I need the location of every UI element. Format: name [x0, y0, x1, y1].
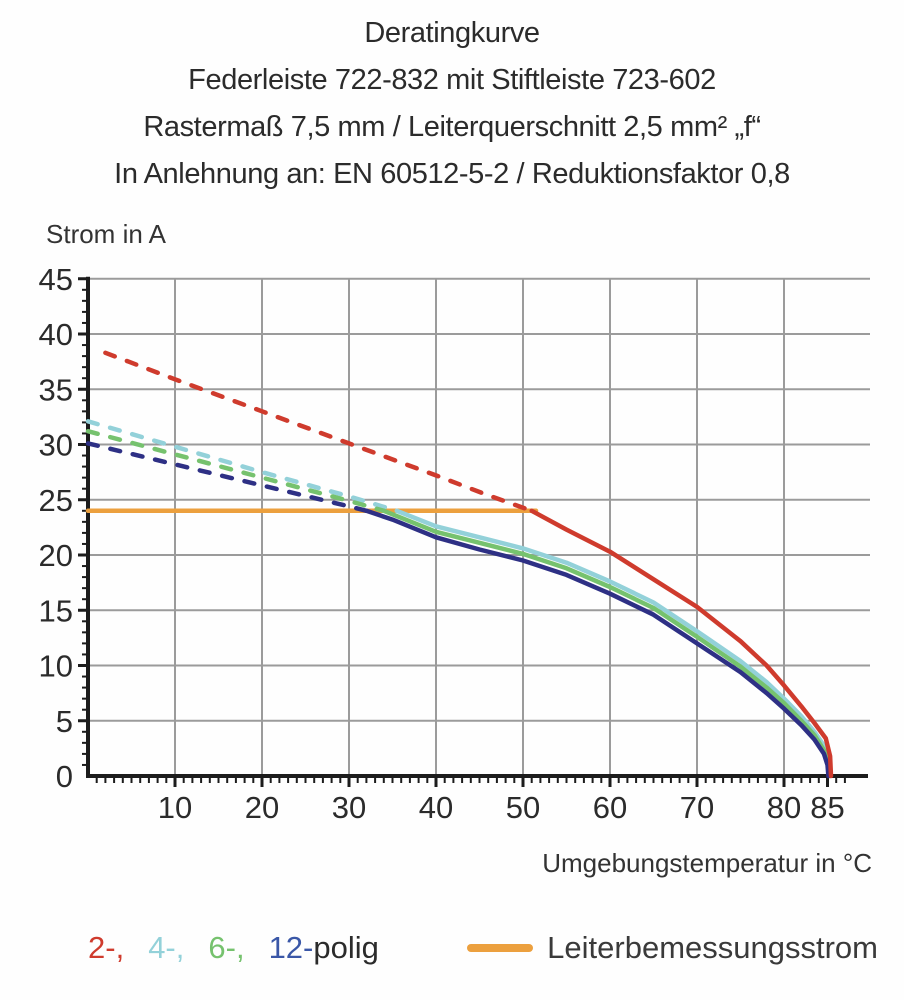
x-axis-label: Umgebungstemperatur in °C	[542, 848, 872, 878]
y-tick-label: 5	[56, 704, 73, 739]
x-tick-label: 60	[593, 790, 627, 825]
y-tick-label: 15	[39, 593, 73, 628]
x-tick-label: 70	[680, 790, 714, 825]
series-2-polig-dashed	[103, 350, 534, 514]
series-12-polig-solid	[364, 508, 831, 779]
chart-title-block: Deratingkurve Federleiste 722-832 mit St…	[0, 10, 904, 198]
chart-title-line-3: Rastermaß 7,5 mm / Leiterquerschnitt 2,5…	[143, 111, 761, 143]
y-tick-label: 35	[39, 372, 73, 407]
series-2-polig-solid	[529, 508, 834, 779]
legend-item-polig-suffix: polig	[313, 930, 379, 965]
y-axis-label: Strom in A	[46, 219, 166, 249]
x-tick-label: 50	[506, 790, 540, 825]
x-tick-label: 10	[158, 790, 192, 825]
chart-title-line-1: Deratingkurve	[364, 17, 540, 49]
chart-title-line-2: Federleiste 722-832 mit Stiftleiste 723-…	[188, 64, 716, 96]
legend-item-2pole: 2-,	[88, 930, 125, 965]
x-tick-label: 80	[767, 790, 801, 825]
legend-item-6pole: 6-,	[208, 930, 245, 965]
series-12-polig-dashed	[85, 441, 369, 514]
rated-current-label: Leiterbemessungsstrom	[547, 930, 878, 965]
series-6-polig-dashed	[85, 428, 387, 514]
chart-legend: 2-, 4-, 6-, 12- polig Leiterbemessungsst…	[88, 930, 878, 966]
y-tick-label: 25	[39, 483, 73, 518]
x-tick-label: 20	[245, 790, 279, 825]
x-tick-label: 40	[419, 790, 453, 825]
y-tick-label: 20	[39, 538, 73, 573]
y-tick-label: 0	[56, 759, 73, 794]
series-4-polig-solid	[394, 508, 833, 779]
x-tick-label: 85	[810, 790, 844, 825]
series-4-polig-dashed	[85, 419, 400, 514]
y-tick-label: 10	[39, 649, 73, 684]
legend-item-4pole: 4-,	[148, 930, 185, 965]
x-tick-label: 30	[332, 790, 366, 825]
rated-current-line-swatch	[467, 944, 534, 952]
y-tick-label: 30	[39, 428, 73, 463]
legend-rated-current: Leiterbemessungsstrom	[467, 930, 878, 966]
legend-item-12pole: 12-	[268, 930, 314, 965]
chart-title-line-4: In Anlehnung an: EN 60512-5-2 / Reduktio…	[114, 158, 790, 190]
y-tick-label: 40	[39, 317, 73, 352]
y-tick-label: 45	[39, 262, 73, 297]
legend-pole-counts: 2-, 4-, 6-, 12- polig	[88, 930, 403, 966]
